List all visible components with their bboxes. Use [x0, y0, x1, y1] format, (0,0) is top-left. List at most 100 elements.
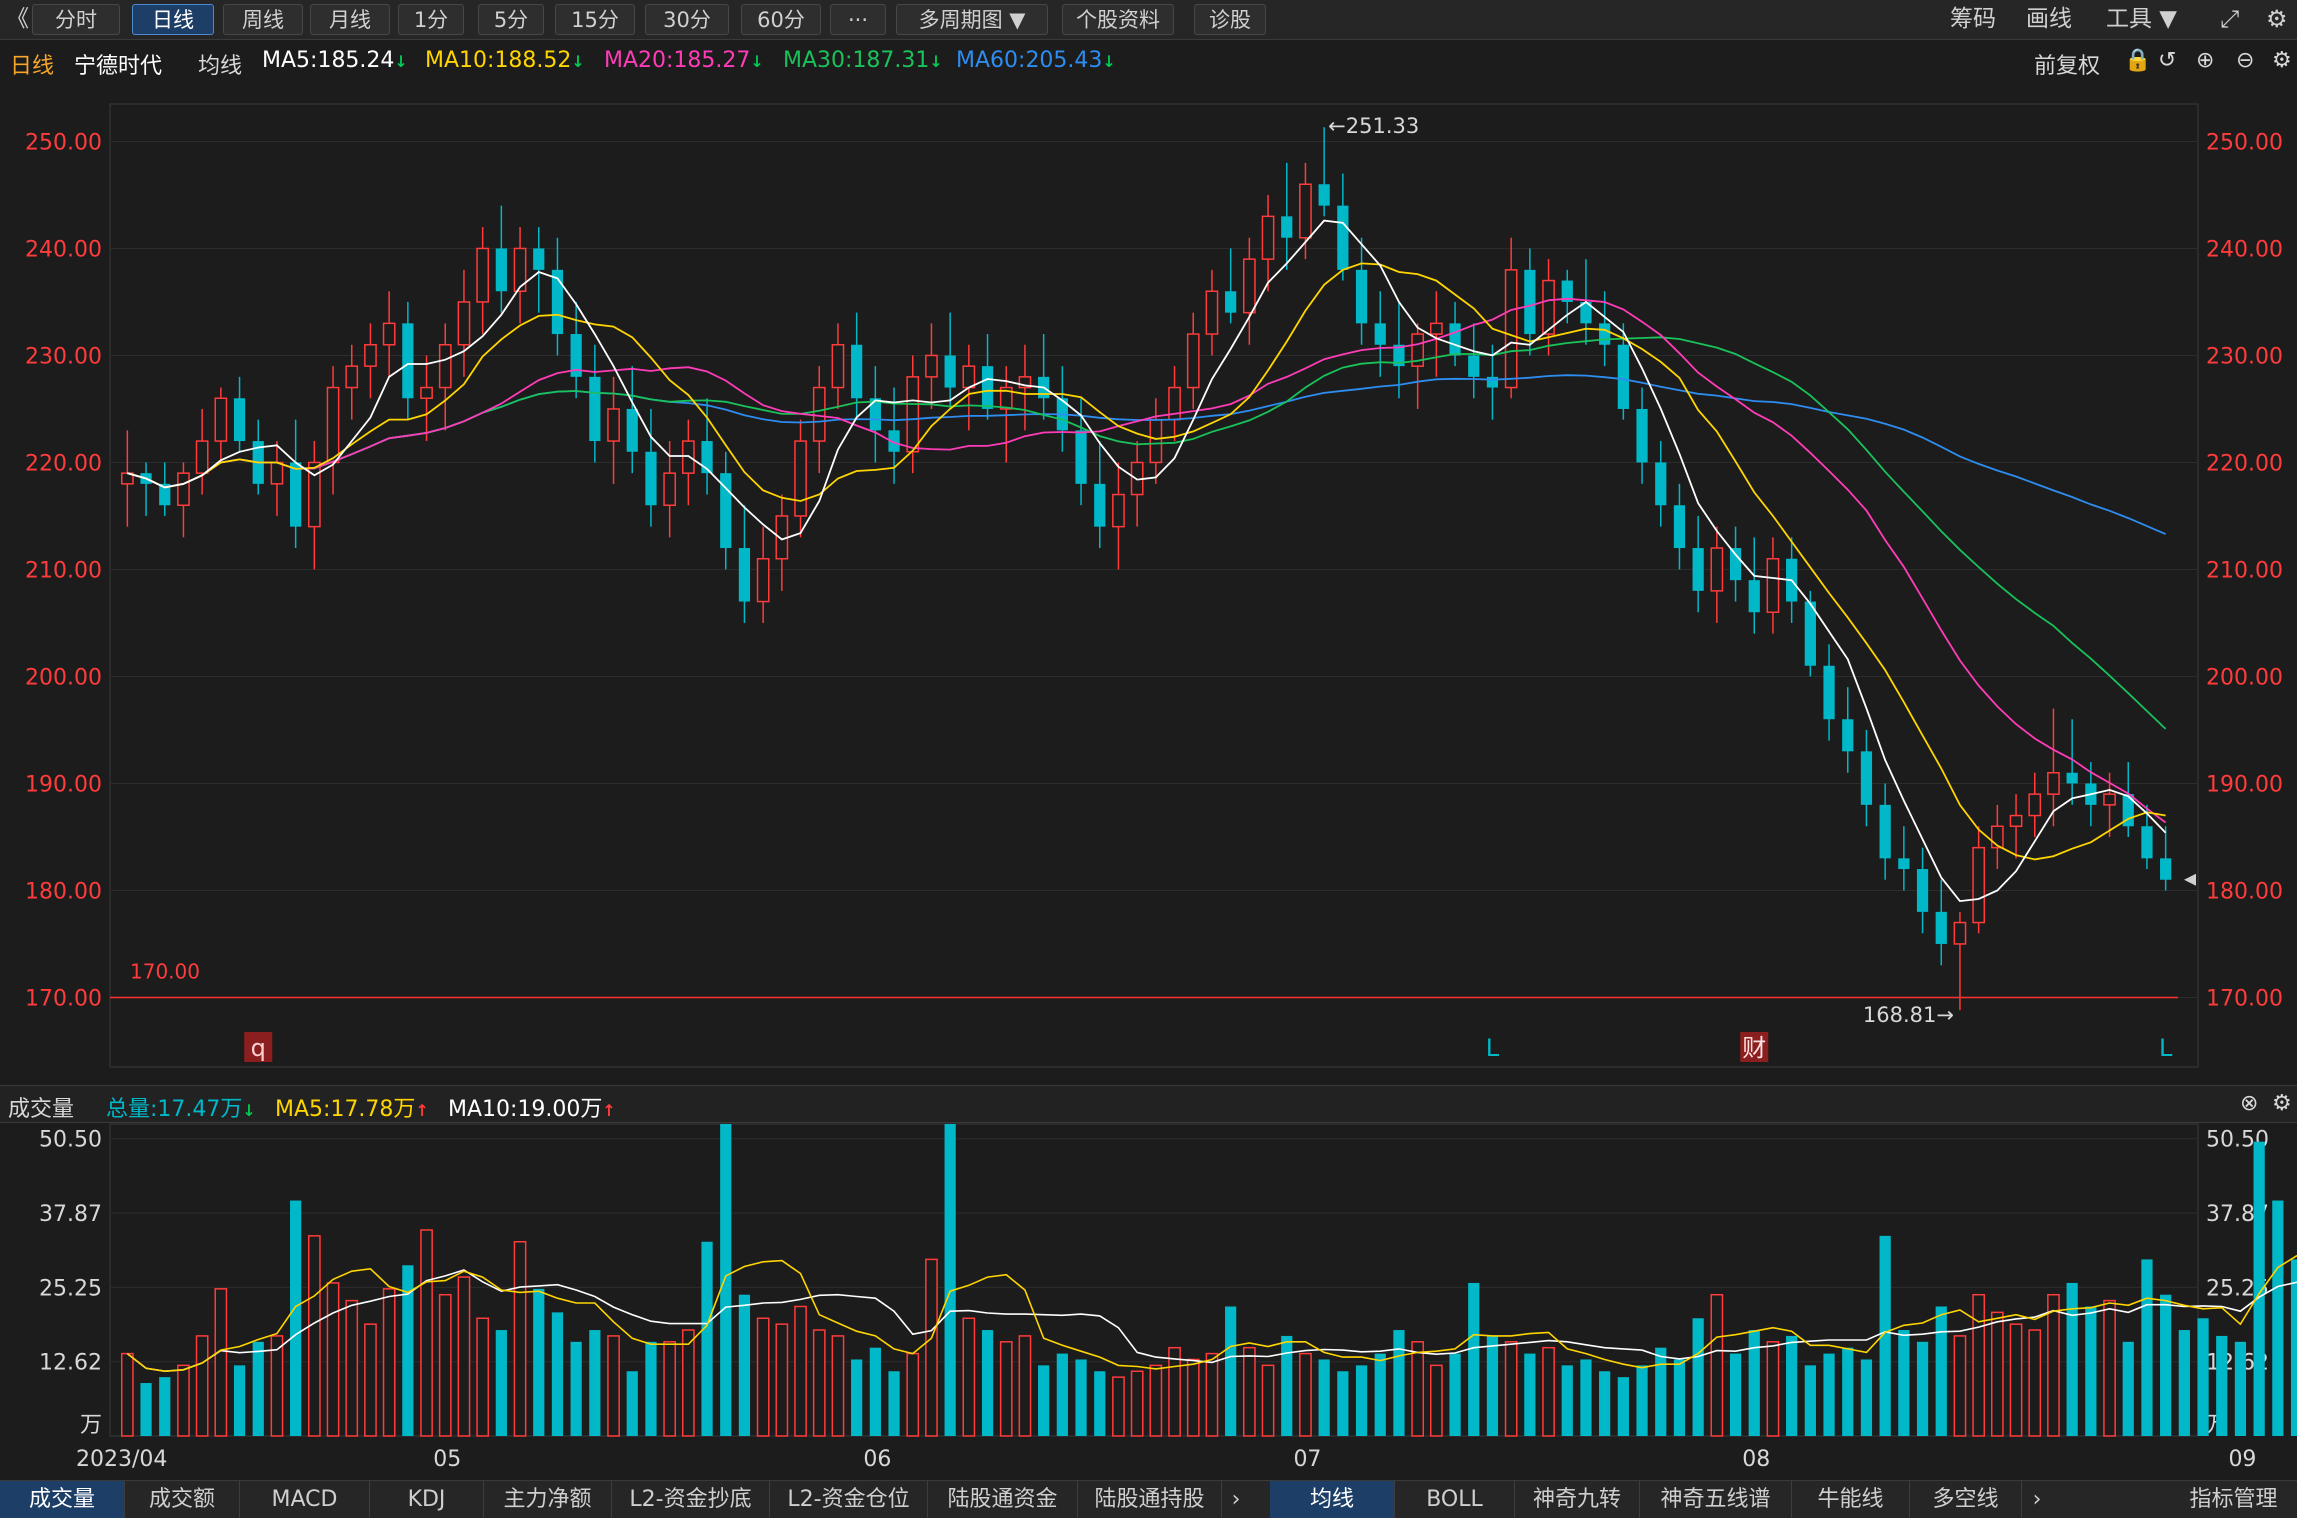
period-button-3[interactable]: 月线	[310, 4, 390, 35]
ma30-value: MA30:187.31↓	[783, 48, 943, 73]
volume-bar-down	[233, 1365, 246, 1436]
tab-8[interactable]: 陆股通持股	[1078, 1481, 1222, 1518]
undo-icon[interactable]: ↺	[2158, 48, 2177, 73]
chips-button[interactable]: 筹码	[1950, 6, 1996, 32]
period-button-1[interactable]: 日线	[132, 4, 214, 35]
indicator-tab-3[interactable]: 神奇五线谱	[1640, 1481, 1792, 1518]
candle-up	[906, 376, 920, 453]
period-toolbar: 《 分时 日线 周线 月线 1分 5分 15分 30分 60分 ··· 多周期图 ▼ 个股资料 诊股 筹…	[0, 0, 2297, 40]
event-marker-box[interactable]	[244, 1032, 273, 1062]
adjust-mode[interactable]: 前复权	[2034, 54, 2101, 79]
tab-1[interactable]: 成交额	[125, 1481, 240, 1518]
volume-bar-up	[513, 1240, 527, 1437]
volume-bar-down	[1748, 1330, 1760, 1436]
tabs-next-icon[interactable]: ›	[1231, 1487, 1241, 1512]
tab-7[interactable]: 陆股通资金	[928, 1481, 1078, 1518]
draw-button[interactable]: 画线	[2026, 6, 2072, 32]
lock-icon[interactable]: 🔒	[2124, 48, 2152, 73]
period-button-0[interactable]: 分时	[32, 4, 120, 35]
tab-2[interactable]: MACD	[240, 1481, 370, 1518]
candle-down	[1748, 580, 1760, 613]
volume-bar-down	[1879, 1235, 1891, 1436]
tools-button[interactable]: 工具 ▼	[2106, 6, 2177, 32]
volume-bar-up	[2047, 1293, 2060, 1437]
tab-6[interactable]: L2-资金仓位	[770, 1481, 928, 1518]
volume-bar-up	[1112, 1376, 1125, 1437]
ma5-value: MA5:185.24↓	[262, 48, 408, 73]
tab-4[interactable]: 主力净额	[484, 1481, 612, 1518]
period-button-6[interactable]: 15分	[555, 4, 635, 35]
volume-bar-down	[402, 1265, 414, 1436]
settings-icon[interactable]: ⚙	[2272, 48, 2292, 73]
candle-down	[1879, 804, 1891, 859]
period-button-2[interactable]: 周线	[223, 4, 303, 35]
period-button-9[interactable]: ···	[830, 4, 886, 35]
candle-down	[851, 344, 863, 399]
period-button-12[interactable]: 诊股	[1194, 4, 1266, 35]
price-tick-right: 240.00	[2206, 237, 2283, 262]
period-button-11[interactable]: 个股资料	[1062, 4, 1174, 35]
candle-up	[382, 322, 396, 346]
period-button-7[interactable]: 30分	[645, 4, 729, 35]
volume-bar-down	[1486, 1335, 1499, 1436]
indicator-tab-2[interactable]: 神奇九转	[1515, 1481, 1640, 1518]
ma-label[interactable]: 均线	[198, 54, 243, 79]
volume-bar-down	[570, 1341, 582, 1436]
event-marker[interactable]: 财	[1742, 1034, 1766, 1062]
kline-chart[interactable]: 250.00 240.00 230.00 220.00 210.00 200.00 190.…	[0, 82, 2297, 1477]
indicator-tab-5[interactable]: 多空线	[1910, 1481, 2022, 1518]
candle-down	[2066, 772, 2078, 784]
candle-up	[1972, 846, 1986, 924]
candle-down	[1860, 751, 1873, 805]
volume-bar-up	[1205, 1352, 1219, 1437]
volume-bar-up	[925, 1258, 938, 1437]
period-button-8[interactable]: 60分	[741, 4, 821, 35]
tab-5[interactable]: L2-资金抄底	[612, 1481, 770, 1518]
zoom-in-icon[interactable]: ⊕	[2196, 48, 2215, 73]
event-marker[interactable]: L	[2159, 1034, 2173, 1062]
indicator-tab-0[interactable]: 均线	[1270, 1481, 1395, 1518]
event-marker[interactable]: L	[1486, 1034, 1500, 1062]
volume-bar-down	[626, 1371, 638, 1436]
candle-down	[1281, 216, 1293, 238]
candle-up	[1542, 279, 1555, 335]
volume-bar-down	[533, 1288, 545, 1436]
candle-up	[962, 365, 976, 389]
volume-bar-down	[1355, 1365, 1368, 1436]
tab-3[interactable]: KDJ	[370, 1481, 484, 1518]
candle-up	[326, 386, 340, 464]
back-icon[interactable]: 《	[6, 6, 29, 32]
candle-down	[1729, 548, 1742, 581]
volume-unit-left: 万	[80, 1413, 102, 1438]
volume-bar-up	[663, 1341, 677, 1437]
indicator-tab-1[interactable]: BOLL	[1395, 1481, 1515, 1518]
candle-up	[925, 354, 938, 378]
event-marker-box[interactable]	[1740, 1032, 1769, 1062]
settings-icon[interactable]: ⚙	[2272, 1091, 2292, 1116]
period-button-5[interactable]: 5分	[478, 4, 544, 35]
candle-up	[607, 408, 620, 442]
volume-ma10: MA10:19.00万↑	[448, 1097, 616, 1122]
tabs-next-icon[interactable]: ›	[2032, 1487, 2042, 1512]
period-button-4[interactable]: 1分	[398, 4, 464, 35]
indicator-manage-button[interactable]: 指标管理	[2189, 1487, 2278, 1512]
close-icon[interactable]: ⊗	[2240, 1091, 2259, 1116]
candle-down	[888, 430, 900, 452]
volume-bar-down	[1617, 1377, 1629, 1436]
event-marker[interactable]: q	[251, 1034, 266, 1062]
settings-icon[interactable]: ⚙	[2266, 5, 2288, 33]
candle-up	[438, 344, 452, 389]
volume-bar-up	[1710, 1293, 1724, 1437]
indicator-tab-4[interactable]: 牛能线	[1792, 1481, 1910, 1518]
fullscreen-icon[interactable]: ⤢	[2220, 5, 2240, 33]
tab-0[interactable]: 成交量	[0, 1481, 125, 1518]
volume-bar-down	[2197, 1318, 2209, 1436]
candle-up	[214, 397, 228, 442]
period-button-10[interactable]: 多周期图 ▼	[896, 4, 1048, 35]
volume-bar-up	[681, 1329, 695, 1437]
candle-down	[290, 462, 302, 527]
volume-bar-up	[307, 1235, 321, 1437]
last-price-marker	[2184, 873, 2196, 886]
volume-label: 成交量	[8, 1097, 75, 1122]
zoom-out-icon[interactable]: ⊖	[2236, 48, 2255, 73]
